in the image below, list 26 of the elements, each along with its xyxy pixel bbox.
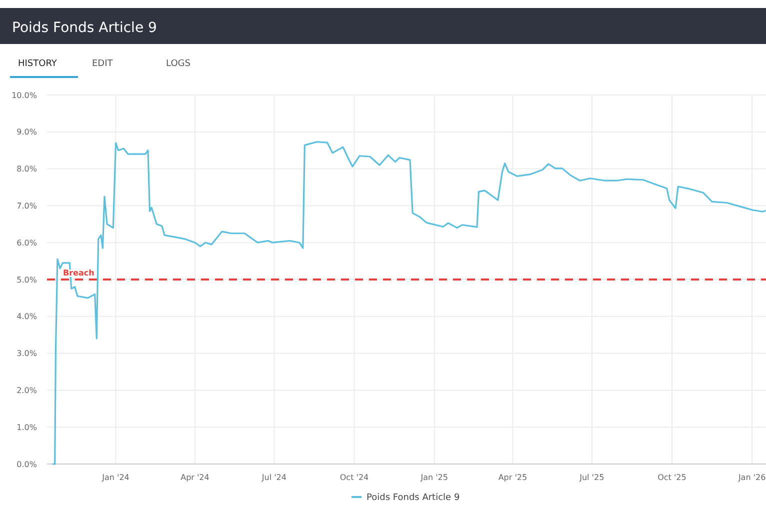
x-tick-label: Jan '24 [101, 473, 130, 482]
y-tick-label: 7.0% [16, 202, 38, 210]
text: HISTORY [18, 59, 58, 69]
y-tick-label: 9.0% [16, 128, 38, 137]
x-tick-label: Apr '24 [180, 473, 210, 482]
y-tick-label: 6.0% [16, 238, 38, 248]
y-tick-label: 8.0% [16, 164, 38, 174]
y-tick-label: 4.0% [16, 312, 38, 322]
y-tick-label: 2.0% [16, 386, 38, 395]
legend-label: Poids Fonds Article 9 [366, 493, 460, 503]
x-tick-label: Oct '24 [340, 473, 369, 482]
x-tick-label: Jan '25 [420, 473, 448, 482]
x-tick-label: Jan '26 [737, 473, 766, 482]
x-tick-label: Jul '25 [578, 473, 604, 482]
x-tick-label: Apr '25 [498, 473, 528, 482]
y-tick-label: 10.0% [12, 90, 38, 100]
y-tick-label: 5.0% [16, 275, 38, 284]
y-tick-label: 1.0% [16, 422, 38, 432]
text: EDIT [92, 59, 114, 69]
y-tick-label: 3.0% [16, 349, 38, 358]
x-tick-label: Jul '24 [260, 473, 286, 482]
y-tick-label: 0.0% [16, 460, 38, 469]
line-series [52, 141, 766, 465]
x-tick-label: Oct '25 [658, 473, 686, 482]
chart-title: Poids Fonds Article 9 [12, 20, 157, 36]
text: LOGS [166, 59, 191, 69]
